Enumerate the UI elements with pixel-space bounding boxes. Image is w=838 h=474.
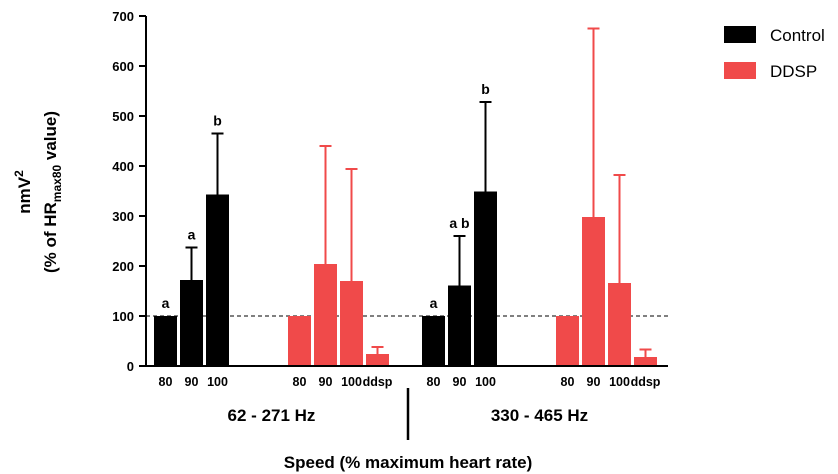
significance-label: a <box>162 295 170 311</box>
bar-ddsp-80 <box>556 316 579 366</box>
svg-text:nmV2: nmV2 <box>12 170 34 214</box>
group-label: 330 - 465 Hz <box>491 406 588 425</box>
x-category-label: 80 <box>159 375 173 389</box>
bar-control-100 <box>474 191 497 366</box>
significance-label: b <box>213 113 222 129</box>
bar-ddsp-80 <box>288 316 311 366</box>
x-category-label: ddsp <box>363 375 393 389</box>
bar-ddsp-90 <box>314 264 337 366</box>
bar-ddsp-100 <box>608 283 631 366</box>
bar-ddsp-ddsp <box>366 354 389 366</box>
significance-label: a b <box>449 215 469 231</box>
x-category-label: 100 <box>207 375 228 389</box>
x-category-label: 100 <box>475 375 496 389</box>
y-tick-label: 600 <box>112 59 134 74</box>
bar-control-80 <box>422 316 445 366</box>
y-tick-label: 200 <box>112 259 134 274</box>
bar-control-80 <box>154 316 177 366</box>
y-axis-title-line2-post: value) <box>41 111 60 165</box>
significance-label: b <box>481 81 490 97</box>
significance-label: a <box>188 227 196 243</box>
y-axis-title-line1: nmV <box>15 176 34 214</box>
y-axis-title-sup: 2 <box>12 170 26 177</box>
bar-ddsp-ddsp <box>634 357 657 366</box>
x-category-label: 90 <box>185 375 199 389</box>
y-tick-label: 700 <box>112 9 134 24</box>
y-tick-label: 300 <box>112 209 134 224</box>
bars-layer <box>154 27 657 366</box>
bar-ddsp-100 <box>340 281 363 366</box>
bar-control-90 <box>448 285 471 366</box>
y-tick-label: 100 <box>112 309 134 324</box>
significance-label: a <box>430 295 438 311</box>
bar-control-90 <box>180 280 203 366</box>
legend-swatch-control <box>724 26 756 43</box>
y-tick-label: 400 <box>112 159 134 174</box>
x-category-label: 90 <box>319 375 333 389</box>
svg-text:(% of HRmax80 value): (% of HRmax80 value) <box>41 111 64 273</box>
x-category-label: 90 <box>587 375 601 389</box>
x-category-label: 100 <box>341 375 362 389</box>
axes-layer <box>139 15 668 440</box>
x-category-label: 100 <box>609 375 630 389</box>
y-tick-label: 500 <box>112 109 134 124</box>
y-axis-title-line2-pre: (% of HR <box>41 202 60 273</box>
x-category-label: ddsp <box>631 375 661 389</box>
legend-swatch-ddsp <box>724 62 756 79</box>
x-axis-title: Speed (% maximum heart rate) <box>284 453 532 472</box>
y-axis-title: nmV2 (% of HRmax80 value) <box>12 111 64 273</box>
y-axis-title-sub: max80 <box>50 165 64 203</box>
y-tick-label: 0 <box>127 359 134 374</box>
legend: Control DDSP <box>724 26 825 81</box>
legend-label-ddsp: DDSP <box>770 62 817 81</box>
legend-label-control: Control <box>770 26 825 45</box>
x-category-label: 80 <box>293 375 307 389</box>
x-category-label: 80 <box>427 375 441 389</box>
group-label: 62 - 271 Hz <box>228 406 316 425</box>
bar-control-100 <box>206 194 229 366</box>
bar-ddsp-90 <box>582 217 605 366</box>
x-category-label: 80 <box>561 375 575 389</box>
x-category-label: 90 <box>453 375 467 389</box>
